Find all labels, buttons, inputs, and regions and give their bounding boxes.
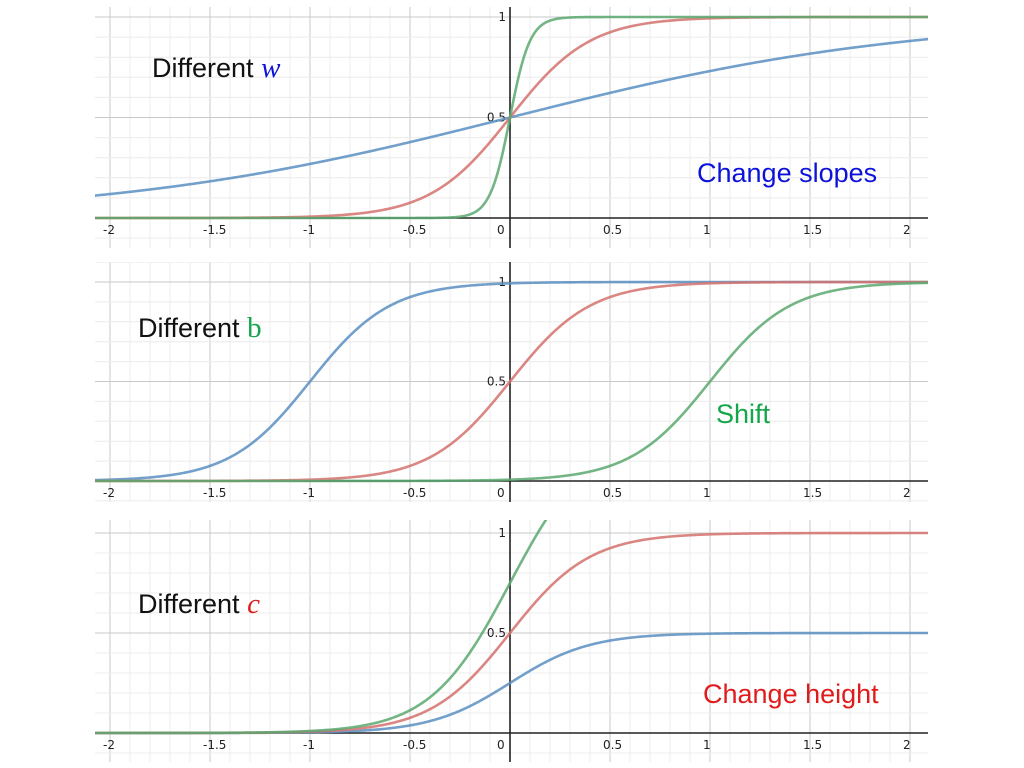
panel-label-prefix: Different (138, 313, 247, 343)
x-tick-label: 0.5 (603, 486, 622, 500)
x-tick-label: -1.5 (203, 738, 226, 752)
chart-panel-b: -2 -1.5 -1 -0.5 0 0.5 1 1.5 2 0.5 1 Different b Shif… (95, 262, 928, 502)
x-tick-label: 1.5 (803, 223, 822, 237)
x-tick-label: 0 (497, 738, 505, 752)
series-line-green (95, 520, 548, 735)
panel-label-prefix: Different (152, 53, 261, 83)
x-tick-label: 1 (703, 486, 711, 500)
chart-panel-c: -2 -1.5 -1 -0.5 0 0.5 1 1.5 2 0.5 1 Different c Chan… (95, 520, 928, 762)
panel-annotation: Shift (716, 399, 771, 429)
grid (95, 262, 928, 502)
x-tick-label: -1 (303, 738, 315, 752)
series-line-green (95, 281, 928, 483)
x-tick-label: 0 (497, 486, 505, 500)
panel-label: Different c (138, 588, 260, 620)
x-tick-label: 2 (903, 486, 911, 500)
x-tick-label: 2 (903, 223, 911, 237)
x-tick-label: -1 (303, 223, 315, 237)
y-tick-label: 1 (498, 526, 506, 540)
x-tick-label: 1 (703, 223, 711, 237)
series-group (95, 280, 928, 483)
series-line-green (95, 15, 928, 220)
series-group (95, 15, 928, 220)
x-tick-label: 1.5 (803, 486, 822, 500)
panel-label-variable: b (247, 312, 262, 344)
y-tick-label: 0.5 (487, 626, 506, 640)
x-tick-label: 0.5 (603, 223, 622, 237)
x-tick-label: -0.5 (403, 486, 426, 500)
panel-label: Different b (138, 312, 262, 344)
series-group (95, 520, 928, 735)
x-tick-label: 1.5 (803, 738, 822, 752)
grid (95, 7, 928, 248)
x-tick-label: -2 (103, 486, 115, 500)
grid (95, 520, 928, 762)
x-tick-label: 0.5 (603, 738, 622, 752)
x-tick-label: 0 (497, 223, 505, 237)
x-tick-label: -0.5 (403, 223, 426, 237)
x-tick-label: -2 (103, 738, 115, 752)
x-tick-label: -0.5 (403, 738, 426, 752)
y-tick-label: 0.5 (487, 375, 506, 389)
panel-label-variable: c (247, 588, 260, 620)
panel-label-prefix: Different (138, 589, 247, 619)
x-tick-label: -1.5 (203, 223, 226, 237)
y-tick-label: 1 (498, 275, 506, 289)
y-tick-label: 1 (498, 10, 506, 24)
x-tick-label: -2 (103, 223, 115, 237)
x-tick-label: -1 (303, 486, 315, 500)
panel-annotation: Change height (703, 679, 879, 709)
panel-label: Different w (152, 52, 281, 84)
x-tick-label: 2 (903, 738, 911, 752)
x-tick-label: -1.5 (203, 486, 226, 500)
panel-label-variable: w (261, 52, 281, 84)
panel-annotation: Change slopes (697, 158, 877, 188)
x-tick-label: 1 (703, 738, 711, 752)
